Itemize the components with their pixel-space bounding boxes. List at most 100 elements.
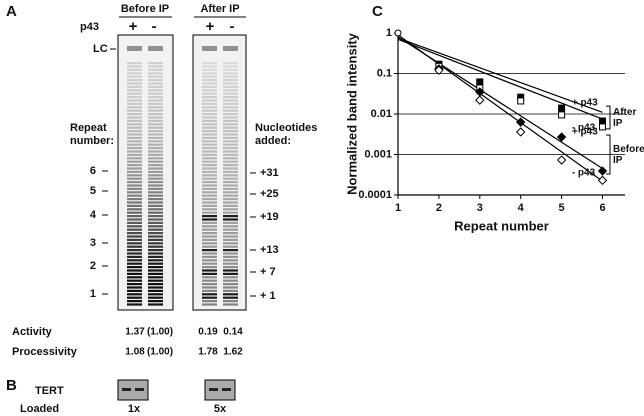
band (223, 150, 238, 153)
band (127, 143, 142, 146)
band (127, 245, 142, 248)
marker (517, 97, 525, 105)
band (148, 238, 163, 241)
x-axis-title: Repeat number (454, 218, 549, 233)
band (202, 204, 217, 207)
gel-title: Before IP (121, 3, 169, 15)
band (148, 218, 163, 221)
band (223, 130, 238, 133)
bracket (606, 134, 611, 175)
band (202, 293, 217, 296)
band (223, 249, 238, 252)
series-label: - p43 (572, 123, 596, 134)
band (223, 160, 238, 163)
band (223, 136, 238, 139)
band (127, 164, 142, 167)
band (148, 79, 163, 82)
band (202, 170, 217, 173)
band (148, 208, 163, 211)
band (148, 126, 163, 129)
band (127, 208, 142, 211)
band (148, 249, 163, 252)
y-tick-label: 1 (386, 27, 392, 39)
band (127, 82, 142, 85)
band (127, 106, 142, 109)
band (202, 266, 217, 269)
nucleotide-label: + 1 (260, 290, 276, 302)
band (148, 96, 163, 99)
band (223, 133, 238, 136)
band (202, 279, 217, 282)
band (127, 293, 142, 296)
marker (556, 155, 567, 165)
band (223, 79, 238, 82)
band (127, 272, 142, 275)
band (202, 177, 217, 180)
marker (558, 104, 566, 112)
band (127, 184, 142, 187)
band (202, 123, 217, 126)
band (148, 194, 163, 197)
band (202, 147, 217, 150)
band (202, 272, 217, 275)
gel (192, 34, 247, 311)
y-tick-label: 0.0001 (358, 189, 392, 201)
band (148, 116, 163, 119)
band (148, 232, 163, 235)
band (223, 201, 238, 204)
band (127, 225, 142, 228)
series-label: + p43 (572, 127, 598, 138)
band (223, 184, 238, 187)
marker (597, 166, 608, 176)
band (223, 82, 238, 85)
marker (434, 65, 444, 76)
bracket-label: IP (613, 118, 623, 129)
band (148, 276, 163, 279)
band (202, 68, 217, 71)
band (202, 245, 217, 248)
side-title: added: (255, 135, 291, 147)
band (148, 272, 163, 275)
band (148, 303, 163, 306)
band (202, 82, 217, 85)
band (127, 79, 142, 82)
band (127, 232, 142, 235)
lc-band (148, 46, 163, 51)
band (223, 119, 238, 122)
band (202, 289, 217, 292)
band (202, 72, 217, 75)
blot-band (209, 388, 218, 391)
band (127, 99, 142, 102)
band (148, 167, 163, 170)
band (202, 92, 217, 95)
band (223, 293, 238, 296)
blot-band (135, 388, 144, 391)
band (223, 75, 238, 78)
band (223, 85, 238, 88)
band (148, 211, 163, 214)
band (202, 89, 217, 92)
band (223, 266, 238, 269)
band (202, 164, 217, 167)
band (127, 296, 142, 299)
band (223, 164, 238, 167)
band (148, 85, 163, 88)
lc-band (127, 46, 142, 51)
band (223, 232, 238, 235)
bracket-label: IP (613, 155, 623, 166)
nucleotide-label: + 7 (260, 266, 276, 278)
y-tick-label: 0.01 (371, 108, 392, 120)
band (223, 153, 238, 156)
band (202, 126, 217, 129)
band (148, 89, 163, 92)
band (223, 89, 238, 92)
band (127, 276, 142, 279)
band (223, 99, 238, 102)
band (148, 102, 163, 105)
band (223, 272, 238, 275)
band (148, 181, 163, 184)
band (127, 133, 142, 136)
band (127, 72, 142, 75)
band (127, 126, 142, 129)
band (127, 266, 142, 269)
